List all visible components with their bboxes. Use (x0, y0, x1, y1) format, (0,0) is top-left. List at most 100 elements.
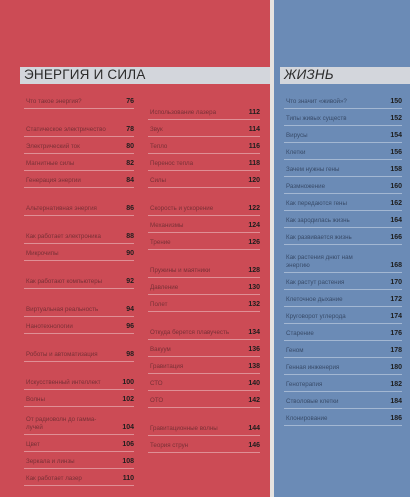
toc-entry-title: Микрочипы (26, 250, 59, 257)
toc-entry-page: 160 (390, 183, 402, 190)
energy-header-bar (20, 67, 270, 84)
life-section-title: ЖИЗНЬ (284, 67, 334, 82)
toc-entry-title: Как работает электроника (26, 233, 101, 240)
toc-entry-page: 110 (122, 475, 134, 482)
toc-entry-page: 172 (390, 296, 402, 303)
toc-entry: Микрочипы 90 (24, 244, 134, 261)
toc-entry-page: 182 (390, 381, 402, 388)
toc-entry-page: 78 (126, 126, 134, 133)
toc-entry-page: 80 (126, 143, 134, 150)
toc-entry-title: Виртуальная реальность (26, 306, 99, 313)
toc-entry: Использование лазера 112 (148, 92, 260, 120)
toc-entry: Силы 120 (148, 171, 260, 188)
toc-entry-title: Клонирование (286, 415, 328, 422)
toc-entry-title: Теория струн (150, 442, 189, 449)
toc-entry: Генотерапия 182 (284, 375, 402, 392)
toc-entry: Откуда берется плавучесть 134 (148, 312, 260, 340)
toc-entry-page: 178 (390, 347, 402, 354)
toc-entry-page: 100 (122, 379, 134, 386)
toc-entry-page: 132 (248, 301, 260, 308)
toc-entry-title: Тепло (150, 143, 168, 150)
toc-entry: Скорость и ускорение 122 (148, 188, 260, 216)
toc-entry: Как зародилась жизнь 164 (284, 211, 402, 228)
toc-entry: Геном 178 (284, 341, 402, 358)
toc-entry: Что значит «живой»? 150 (284, 92, 402, 109)
toc-entry: Магнитные силы 82 (24, 154, 134, 171)
toc-entry: Теория струн 146 (148, 436, 260, 453)
toc-entry-page: 90 (126, 250, 134, 257)
toc-entry-page: 124 (248, 222, 260, 229)
toc-entry-page: 126 (248, 239, 260, 246)
toc-entry-title: Клеточное дыхание (286, 296, 343, 303)
toc-entry: Как работает электроника 88 (24, 216, 134, 244)
toc-entry: Виртуальная реальность 94 (24, 289, 134, 317)
toc-entry-title: Что значит «живой»? (286, 98, 347, 105)
toc-entry-page: 180 (390, 364, 402, 371)
toc-entry-title: Давление (150, 284, 179, 291)
toc-entry: Трение 126 (148, 233, 260, 250)
toc-entry-title: ОТО (150, 397, 164, 404)
toc-entry-title: Как растут растения (286, 279, 345, 286)
toc-entry-page: 174 (390, 313, 402, 320)
toc-entry-title: Использование лазера (150, 109, 217, 116)
toc-entry-title: Звук (150, 126, 163, 133)
toc-entry-page: 170 (390, 279, 402, 286)
toc-entry-page: 120 (248, 177, 260, 184)
toc-entry-title: Размножение (286, 183, 326, 190)
toc-entry-page: 104 (122, 424, 134, 431)
toc-entry: Искусственный интеллект 100 (24, 362, 134, 390)
toc-entry-page: 184 (390, 398, 402, 405)
toc-entry-title: Электрический ток (26, 143, 80, 150)
toc-entry-title: Генотерапия (286, 381, 323, 388)
toc-entry-page: 98 (126, 351, 134, 358)
toc-entry-title: Как развивается жизнь (286, 234, 352, 241)
toc-entry-page: 116 (248, 143, 260, 150)
toc-entry: Альтернативная энергия 86 (24, 188, 134, 216)
toc-entry: Стволовые клетки 184 (284, 392, 402, 409)
toc-entry-title: Зачем нужны гены (286, 166, 340, 173)
toc-entry-title: Как работает лазер (26, 475, 82, 482)
toc-entry: Старение 176 (284, 324, 402, 341)
toc-entry: Гравитация 138 (148, 357, 260, 374)
toc-entry-page: 164 (390, 217, 402, 224)
toc-entry-page: 144 (248, 425, 260, 432)
toc-entry-page: 186 (390, 415, 402, 422)
toc-entry-title: Генная инженерия (286, 364, 340, 371)
toc-entry: Как работают компьютеры 92 (24, 261, 134, 289)
toc-entry: Тепло 116 (148, 137, 260, 154)
toc-entry-page: 154 (390, 132, 402, 139)
toc-entry-page: 94 (126, 306, 134, 313)
toc-entry-title: Вакуум (150, 346, 171, 353)
toc-entry-title: Статическое электричество (26, 126, 106, 133)
toc-entry: Как растения днют нам энергию 168 (284, 245, 402, 273)
toc-entry: Типы живых существ 152 (284, 109, 402, 126)
toc-entry-page: 112 (248, 109, 260, 116)
toc-entry: Как работает лазер 110 (24, 469, 134, 486)
toc-entry-page: 146 (248, 442, 260, 449)
toc-entry-title: От радиоволн до гамма-лучей (26, 416, 97, 431)
toc-entry-title: Перенос тепла (150, 160, 194, 167)
toc-entry-page: 76 (126, 98, 134, 105)
toc-entry-page: 108 (122, 458, 134, 465)
toc-entry-title: СТО (150, 380, 163, 387)
toc-entry-page: 142 (248, 397, 260, 404)
toc-entry-page: 114 (248, 126, 260, 133)
toc-entry: СТО 140 (148, 374, 260, 391)
toc-entry-title: Зеркала и линзы (26, 458, 75, 465)
toc-entry-title: Как зародилась жизнь (286, 217, 350, 224)
toc-entry-title: Круговорот углерода (286, 313, 346, 320)
toc-entry-page: 152 (390, 115, 402, 122)
toc-entry-title: Гравитация (150, 363, 184, 370)
toc-entry-page: 166 (390, 234, 402, 241)
toc-entry-title: Магнитные силы (26, 160, 75, 167)
toc-entry-page: 158 (390, 166, 402, 173)
toc-entry: Вирусы 154 (284, 126, 402, 143)
toc-entry-title: Волны (26, 396, 45, 403)
toc-entry-page: 118 (248, 160, 260, 167)
toc-entry: Как развивается жизнь 166 (284, 228, 402, 245)
toc-entry: Роботы и автоматизация 98 (24, 334, 134, 362)
toc-entry: Клеточное дыхание 172 (284, 290, 402, 307)
toc-entry-title: Полет (150, 301, 168, 308)
toc-entry-page: 156 (390, 149, 402, 156)
toc-entry-title: Силы (150, 177, 166, 184)
